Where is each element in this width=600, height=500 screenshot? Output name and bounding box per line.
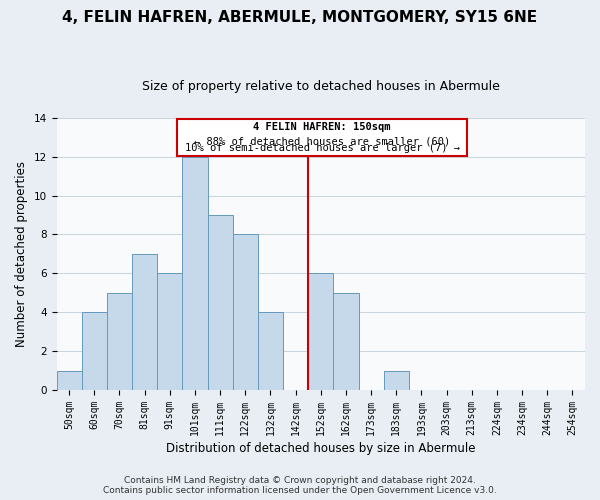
X-axis label: Distribution of detached houses by size in Abermule: Distribution of detached houses by size … [166,442,476,455]
Text: 4 FELIN HAFREN: 150sqm: 4 FELIN HAFREN: 150sqm [253,122,391,132]
Y-axis label: Number of detached properties: Number of detached properties [15,161,28,347]
Text: ← 88% of detached houses are smaller (60): ← 88% of detached houses are smaller (60… [194,136,450,146]
Text: Contains HM Land Registry data © Crown copyright and database right 2024.
Contai: Contains HM Land Registry data © Crown c… [103,476,497,495]
Text: 4, FELIN HAFREN, ABERMULE, MONTGOMERY, SY15 6NE: 4, FELIN HAFREN, ABERMULE, MONTGOMERY, S… [62,10,538,25]
Bar [334,293,359,390]
Text: 10% of semi-detached houses are larger (7) →: 10% of semi-detached houses are larger (… [185,143,460,153]
Bar [157,274,182,390]
Bar [383,370,409,390]
Bar [308,274,334,390]
Bar [82,312,107,390]
Bar [233,234,258,390]
Bar [208,215,233,390]
FancyBboxPatch shape [178,119,467,156]
Title: Size of property relative to detached houses in Abermule: Size of property relative to detached ho… [142,80,500,93]
Bar [258,312,283,390]
Bar [56,370,82,390]
Bar [107,293,132,390]
Bar [182,156,208,390]
Bar [132,254,157,390]
